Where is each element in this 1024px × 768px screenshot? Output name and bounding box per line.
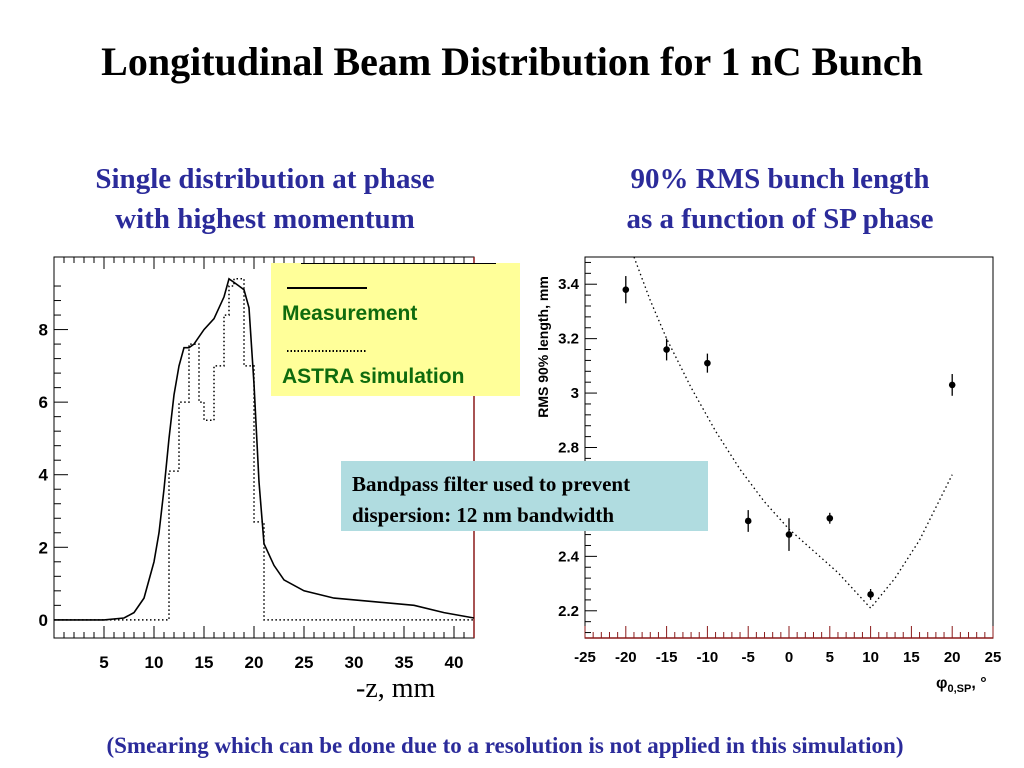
y-tick-label: 6 <box>39 393 48 412</box>
y-tick-label: 4 <box>39 466 49 485</box>
x-tick-label: 5 <box>99 653 108 672</box>
x-tick-label: 10 <box>145 653 164 672</box>
x-tick-label: 35 <box>395 653 414 672</box>
astra-simulation-line <box>54 278 474 621</box>
y-tick-label: 2 <box>39 538 48 557</box>
legend: Measurement ASTRA simulation <box>271 263 520 396</box>
x-tick-label: 30 <box>345 653 364 672</box>
left-chart-heading: Single distribution at phase with highes… <box>95 163 435 235</box>
x-tick-label: 15 <box>195 653 214 672</box>
x-axis-label-left: -z, mm <box>356 673 436 704</box>
slide-title: Longitudinal Beam Distribution for 1 nC … <box>101 39 923 84</box>
x-tick-label: 20 <box>245 653 264 672</box>
legend-measurement-label: Measurement <box>282 302 418 325</box>
bandpass-note: Bandpass filter used to prevent dispersi… <box>341 461 708 531</box>
y-tick-label: 8 <box>39 321 48 340</box>
footer-note: (Smearing which can be done due to a res… <box>106 733 904 758</box>
right-chart-heading: 90% RMS bunch length as a function of SP… <box>626 163 934 235</box>
bandpass-note-text: Bandpass filter used to prevent dispersi… <box>352 472 631 527</box>
legend-astra-label: ASTRA simulation <box>282 365 465 388</box>
x-tick-label: 40 <box>445 653 464 672</box>
x-tick-label: 25 <box>295 653 314 672</box>
y-tick-label: 0 <box>39 611 48 630</box>
measurement-line <box>54 277 475 621</box>
